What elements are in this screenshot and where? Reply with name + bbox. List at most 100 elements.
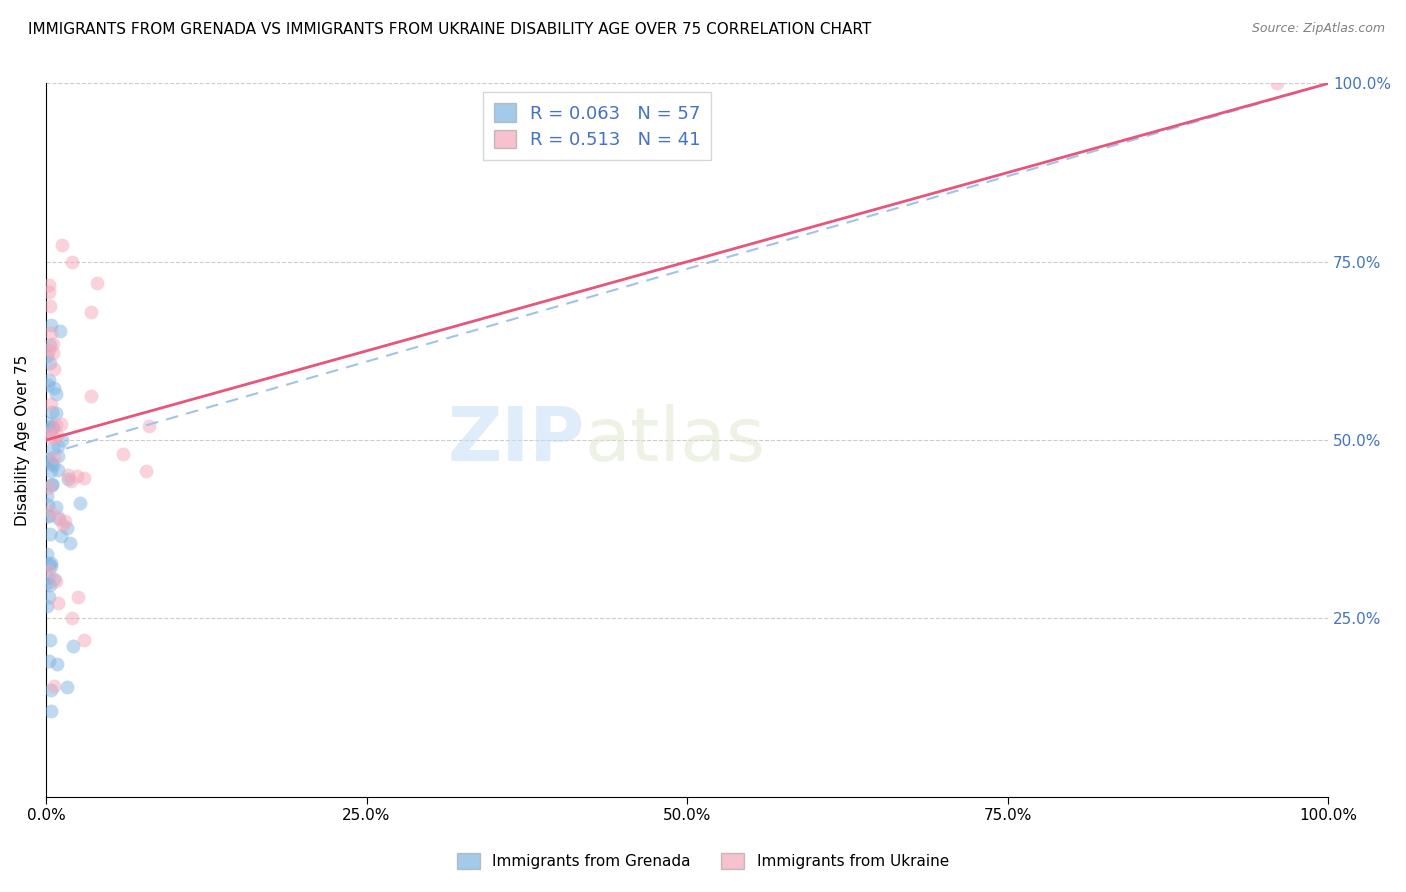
Point [46,657,69,671]
Point [135,464,157,478]
Point [38,299,60,313]
Point [41,478,63,492]
Point [37,547,59,561]
Y-axis label: Disability Age Over 75: Disability Age Over 75 [15,354,30,525]
Point [38,428,60,442]
Point [39,337,62,351]
Point [37,570,59,584]
Point [51,238,73,252]
Text: IMMIGRANTS FROM GRENADA VS IMMIGRANTS FROM UKRAINE DISABILITY AGE OVER 75 CORREL: IMMIGRANTS FROM GRENADA VS IMMIGRANTS FR… [28,22,872,37]
Point [138,418,160,433]
Point [39,504,62,518]
Point [59,536,82,550]
Point [46,510,69,524]
Point [38,285,60,300]
Point [42,458,65,472]
Point [45,574,67,589]
Point [38,508,60,523]
Point [69,496,91,510]
Point [39,326,62,340]
Point [60,474,83,488]
Point [56,468,79,483]
Point [42,346,65,360]
Point [51,433,73,447]
Point [49,417,72,431]
Point [52,518,75,533]
Point [45,417,67,432]
Point [60,611,83,625]
Point [79,389,101,403]
Point [39,526,62,541]
Point [42,680,65,694]
Point [41,421,63,435]
Point [45,406,67,420]
Point [41,419,63,434]
Point [46,596,69,610]
Point [42,337,65,351]
Point [41,318,63,333]
Legend: R = 0.063   N = 57, R = 0.513   N = 41: R = 0.063 N = 57, R = 0.513 N = 41 [484,93,711,160]
Point [38,425,60,440]
Point [38,577,60,591]
Point [39,456,62,470]
Point [45,500,67,514]
Point [38,373,60,387]
Legend: Immigrants from Grenada, Immigrants from Ukraine: Immigrants from Grenada, Immigrants from… [451,847,955,875]
Text: atlas: atlas [585,403,765,476]
Point [39,356,62,370]
Point [37,575,59,590]
Point [41,441,63,455]
Point [86,276,108,290]
Point [56,680,79,694]
Point [60,254,83,268]
Point [37,349,59,363]
Point [38,654,60,668]
Point [41,556,63,570]
Text: ZIP: ZIP [447,403,585,476]
Point [41,405,63,419]
Point [38,480,60,494]
Point [111,447,134,461]
Point [62,639,84,653]
Point [38,278,60,293]
Point [42,362,65,376]
Point [49,528,72,542]
Point [38,590,60,604]
Point [39,464,62,478]
Point [48,324,70,338]
Point [45,387,67,401]
Point [80,304,103,318]
Point [73,632,96,647]
Point [37,378,59,392]
Point [38,343,60,358]
Point [42,419,65,434]
Point [38,453,60,467]
Point [38,632,60,647]
Point [42,381,65,395]
Point [37,498,59,512]
Point [41,397,63,411]
Point [46,463,69,477]
Point [39,704,62,718]
Point [56,472,79,486]
Point [48,449,70,463]
Point [44,450,66,465]
Point [46,439,69,453]
Point [42,431,65,445]
Point [45,428,67,442]
Point [38,565,60,579]
Point [39,682,62,697]
Point [55,514,77,528]
Point [41,476,63,491]
Point [66,590,89,604]
Point [37,489,59,503]
Point [41,559,63,574]
Point [44,573,66,587]
Point [73,470,96,484]
Point [37,451,59,466]
Point [37,416,59,430]
Point [48,512,70,526]
Point [56,521,79,535]
Point [66,468,89,483]
Point [37,599,59,614]
